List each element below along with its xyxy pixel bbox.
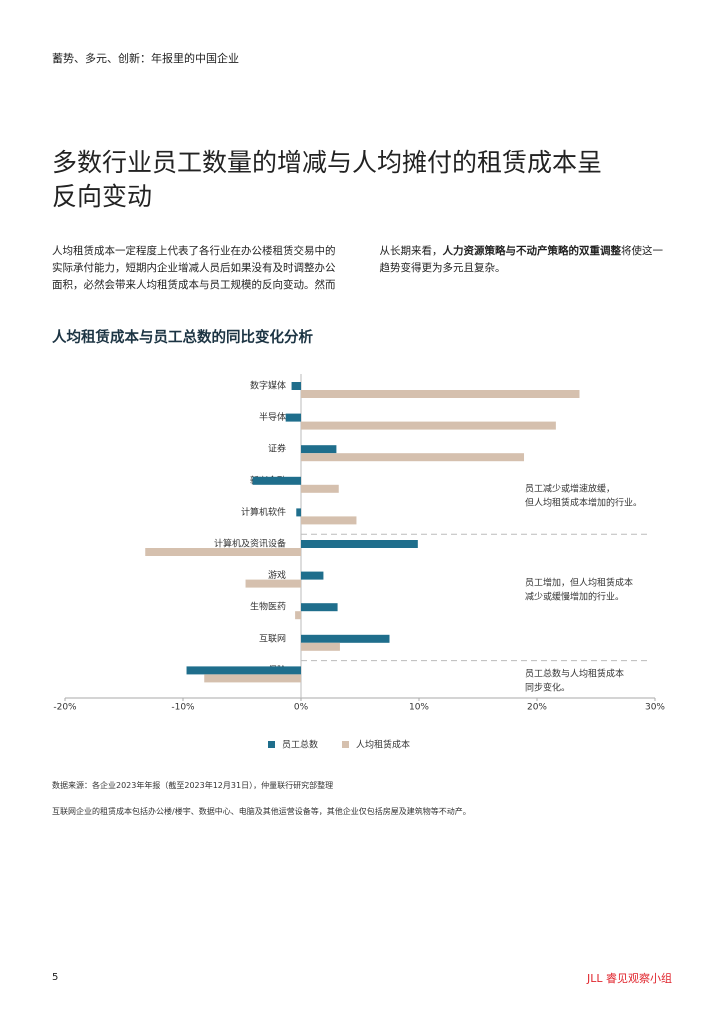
x-tick-label: 20% <box>527 703 547 713</box>
page-title: 多数行业员工数量的增减与人均摊付的租赁成本呈 反向变动 <box>52 146 602 214</box>
bold-text: 人力资源策略与不动产策略的双重调整 <box>442 245 622 257</box>
bar <box>301 484 339 493</box>
bar <box>301 603 338 612</box>
bar <box>301 642 340 651</box>
source-note: 数据来源：各企业2023年年报（截至2023年12月31日），仲量联行研究部整理 <box>52 781 334 790</box>
bar <box>301 634 390 643</box>
annotation: 但人均租赁成本增加的行业。 <box>525 497 642 509</box>
chart: -20%-10%0%10%20%30%数字媒体半导体证券新兴金融计算机软件计算机… <box>53 374 665 751</box>
category-label: 半导体 <box>259 411 286 423</box>
x-tick-label: 10% <box>409 703 429 713</box>
bar <box>245 579 301 588</box>
bar <box>295 611 301 620</box>
annotation: 员工增加，但人均租赁成本 <box>525 577 633 589</box>
chart-title: 人均租赁成本与员工总数的同比变化分析 <box>52 330 313 346</box>
x-tick-label: 0% <box>294 703 309 713</box>
category-label: 数字媒体 <box>250 380 286 392</box>
category-label: 证券 <box>268 443 286 455</box>
legend-label: 人均租赁成本 <box>356 739 410 751</box>
bar <box>204 674 301 683</box>
x-tick-label: -10% <box>171 703 195 713</box>
bar <box>301 516 357 525</box>
text: 将使这一趋势变得更为多元且复杂。 <box>379 245 664 274</box>
note: 互联网企业的租赁成本包括办公楼/楼宇、数据中心、电脑及其他运营设备等，其他企业仅… <box>52 807 471 816</box>
bar <box>186 666 301 675</box>
bar <box>301 540 418 548</box>
category-label: 生物医药 <box>250 601 286 613</box>
bar <box>296 508 301 517</box>
annotation: 同步变化。 <box>525 682 570 694</box>
bar <box>301 390 580 398</box>
bar <box>252 476 301 485</box>
category-label: 计算机及资讯设备 <box>214 538 286 550</box>
brand: JLL 睿见观察小组 <box>587 972 672 985</box>
legend-label: 员工总数 <box>282 739 318 751</box>
bar <box>301 453 525 462</box>
x-tick-label: -20% <box>53 703 77 713</box>
bar <box>301 445 337 454</box>
annotation: 减少或缓慢增加的行业。 <box>525 591 624 603</box>
legend-swatch <box>268 741 275 748</box>
header: 蓄势、多元、创新：年报里的中国企业 <box>52 52 239 65</box>
bar <box>145 548 301 556</box>
category-label: 计算机软件 <box>241 506 286 518</box>
text: 人均租赁成本一定程度上代表了各行业在办公楼租赁交易中的实际承付能力，短期内企业增… <box>52 245 443 291</box>
bar <box>291 382 301 390</box>
bar <box>301 571 324 580</box>
category-label: 游戏 <box>268 569 286 581</box>
category-label: 互联网 <box>259 633 286 644</box>
annotation: 员工总数与人均租赁成本 <box>525 668 624 680</box>
title-line: 反向变动 <box>52 182 153 211</box>
title-line: 多数行业员工数量的增减与人均摊付的租赁成本呈 <box>52 148 603 177</box>
body-text: 人均租赁成本一定程度上代表了各行业在办公楼租赁交易中的实际承付能力，短期内企业增… <box>52 243 672 294</box>
page-number: 5 <box>52 972 59 983</box>
bar <box>301 421 556 430</box>
annotation: 员工减少或增速放缓， <box>525 483 615 495</box>
x-tick-label: 30% <box>645 703 665 713</box>
legend-swatch <box>342 741 349 748</box>
bar <box>285 413 301 422</box>
